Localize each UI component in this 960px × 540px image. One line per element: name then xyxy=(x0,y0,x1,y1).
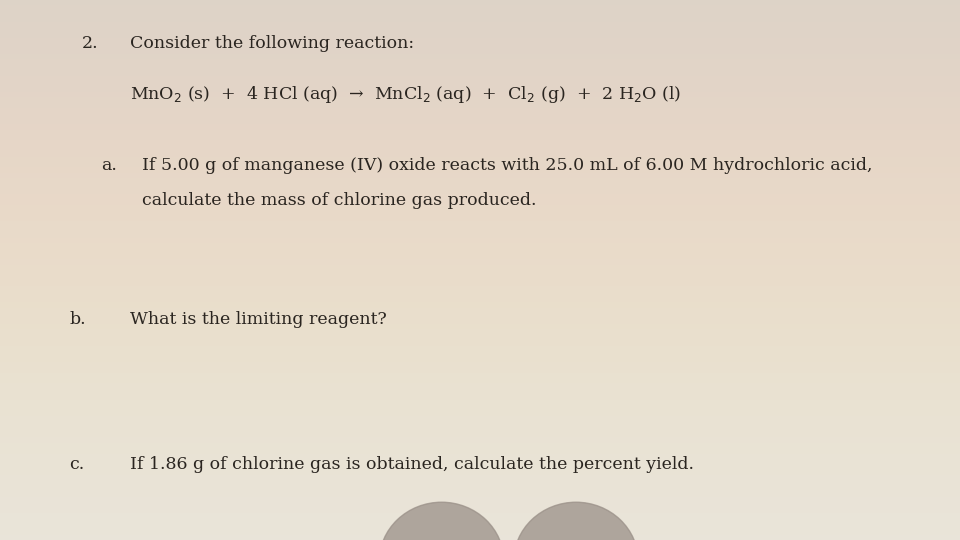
Text: calculate the mass of chlorine gas produced.: calculate the mass of chlorine gas produ… xyxy=(142,192,537,208)
Text: MnO$_2$ (s)  +  4 HCl (aq)  →  MnCl$_2$ (aq)  +  Cl$_2$ (g)  +  2 H$_2$O (l): MnO$_2$ (s) + 4 HCl (aq) → MnCl$_2$ (aq)… xyxy=(130,84,681,105)
Text: c.: c. xyxy=(69,456,84,473)
Text: If 5.00 g of manganese (IV) oxide reacts with 25.0 mL of 6.00 M hydrochloric aci: If 5.00 g of manganese (IV) oxide reacts… xyxy=(142,157,873,173)
Text: Consider the following reaction:: Consider the following reaction: xyxy=(130,35,414,52)
Text: What is the limiting reagent?: What is the limiting reagent? xyxy=(130,310,386,327)
Text: 2.: 2. xyxy=(82,35,98,52)
Ellipse shape xyxy=(514,502,638,540)
Ellipse shape xyxy=(379,502,504,540)
Text: a.: a. xyxy=(101,157,117,173)
Text: If 1.86 g of chlorine gas is obtained, calculate the percent yield.: If 1.86 g of chlorine gas is obtained, c… xyxy=(130,456,693,473)
Text: b.: b. xyxy=(69,310,85,327)
